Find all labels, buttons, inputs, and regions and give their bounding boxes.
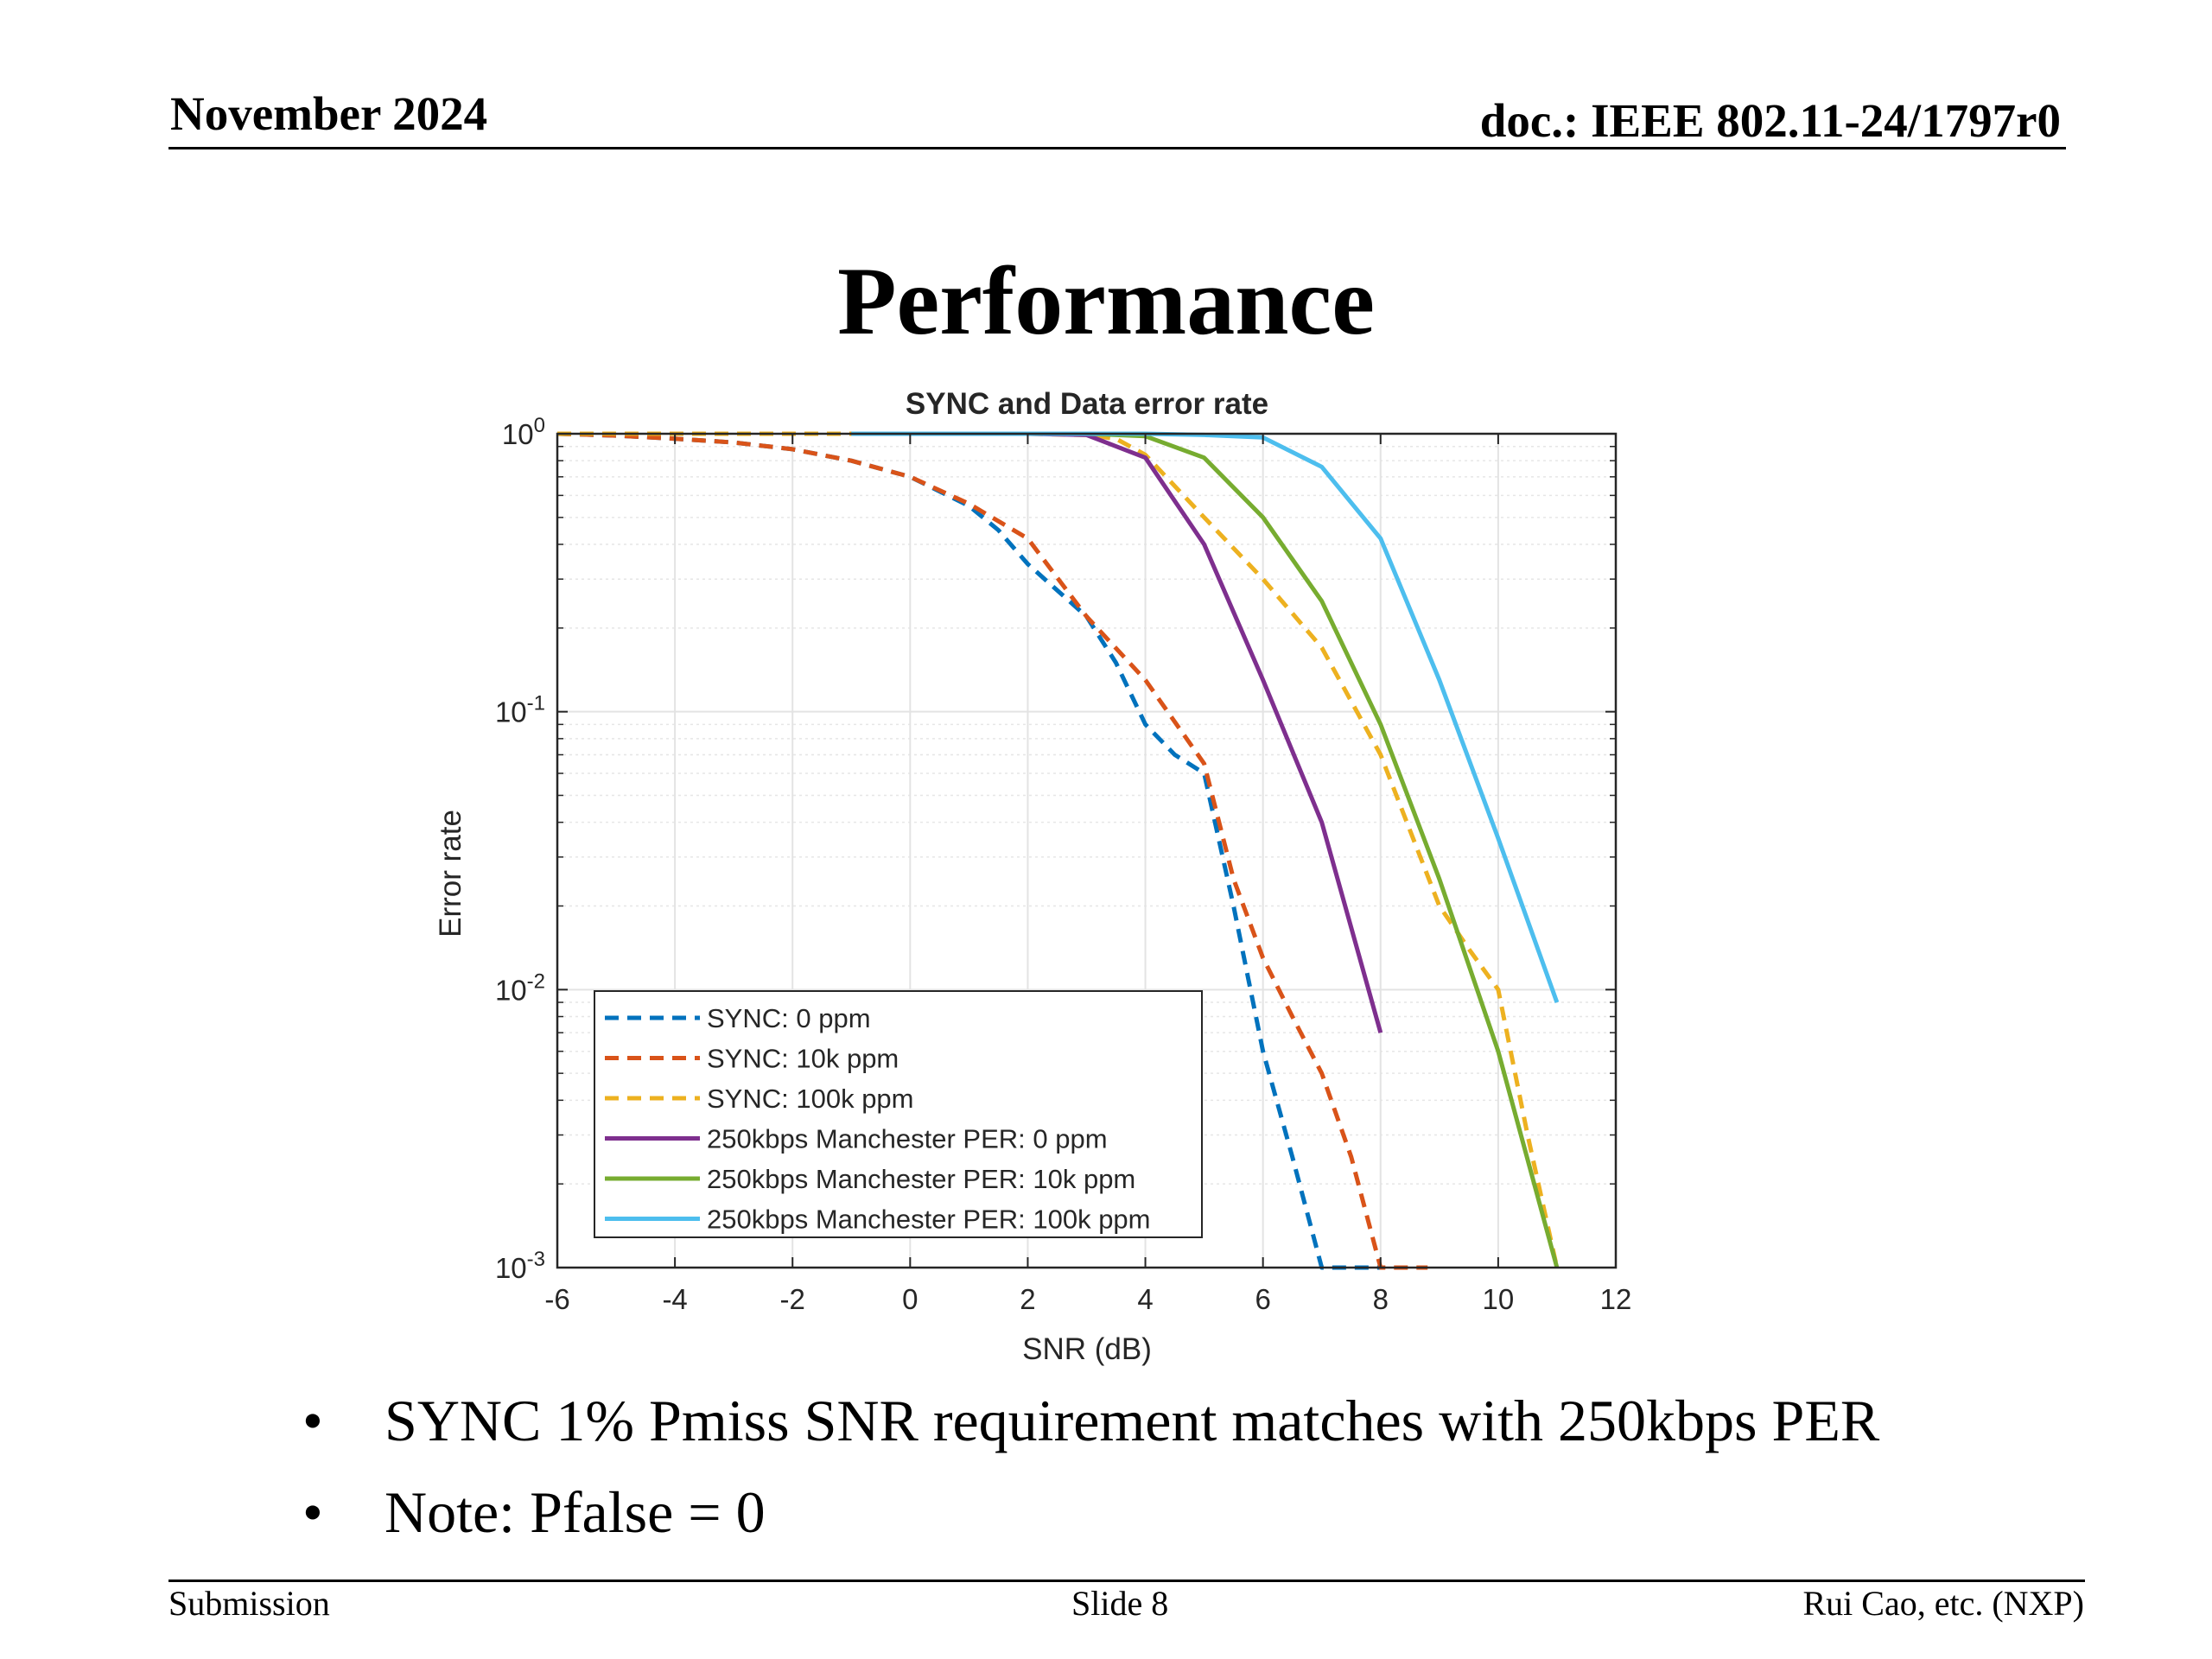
legend-label: 250kbps Manchester PER: 10k ppm: [707, 1164, 1135, 1194]
x-tick-label: -4: [662, 1283, 687, 1315]
legend-label: 250kbps Manchester PER: 0 ppm: [707, 1124, 1108, 1154]
legend-label: SYNC: 100k ppm: [707, 1084, 914, 1114]
legend-label: SYNC: 0 ppm: [707, 1003, 871, 1033]
series-line-1: [556, 431, 1428, 1270]
bullet-text: Note: Pfalse = 0: [385, 1479, 766, 1545]
bullet-item: • SYNC 1% Pmiss SNR requirement matches …: [302, 1387, 1879, 1478]
series-line-2: [557, 431, 1560, 1268]
footer-left: Submission: [168, 1584, 330, 1623]
footer-author: Rui Cao, etc. (NXP): [1802, 1584, 2084, 1623]
axes-layer: -6 -4 -2 0 2 4 6 8 10 12 100 10-1 10-2 10-3: [495, 414, 1631, 1315]
bullet-marker: •: [302, 1479, 323, 1545]
x-tick-label: 8: [1373, 1283, 1389, 1315]
x-tick-label: -6: [544, 1283, 569, 1315]
y-axis-label: Error rate: [434, 810, 467, 938]
x-tick-label: 10: [1483, 1283, 1515, 1315]
footer-rule: [168, 1580, 2085, 1582]
y-tick-label: 10-2: [495, 969, 545, 1006]
legend-label: 250kbps Manchester PER: 100k ppm: [707, 1205, 1151, 1235]
x-tick-label: 12: [1600, 1283, 1632, 1315]
chart-legend: SYNC: 0 ppm SYNC: 10k ppm SYNC: 100k ppm 25…: [594, 990, 1203, 1238]
bullet-list: • SYNC 1% Pmiss SNR requirement matches …: [302, 1387, 1879, 1570]
legend-box: [594, 990, 1203, 1238]
header-date: November 2024: [170, 87, 488, 140]
y-tick-label: 10-1: [495, 692, 545, 728]
slide-title: Performance: [837, 248, 1375, 355]
y-tick-label: 10-3: [495, 1248, 545, 1284]
x-tick-label: 2: [1020, 1283, 1035, 1315]
legend-label: SYNC: 10k ppm: [707, 1044, 899, 1074]
y-tick-label: 100: [502, 414, 545, 450]
header-doc-id: doc.: IEEE 802.11-24/1797r0: [1479, 94, 2061, 147]
axes-box: [556, 432, 1618, 1269]
chart-title: SYNC and Data error rate: [906, 387, 1268, 421]
bullet-item: • Note: Pfalse = 0: [302, 1478, 1879, 1570]
x-tick-label: 0: [902, 1283, 918, 1315]
bullet-text: SYNC 1% Pmiss SNR requirement matches wi…: [385, 1388, 1880, 1453]
x-tick-label: -2: [780, 1283, 805, 1315]
x-axis-label: SNR (dB): [1022, 1332, 1152, 1366]
x-tick-label: 6: [1255, 1283, 1270, 1315]
header-rule: [168, 147, 2066, 149]
footer-slide-number: Slide 8: [1071, 1584, 1169, 1623]
bullet-marker: •: [302, 1388, 323, 1453]
x-tick-label: 4: [1137, 1283, 1153, 1315]
